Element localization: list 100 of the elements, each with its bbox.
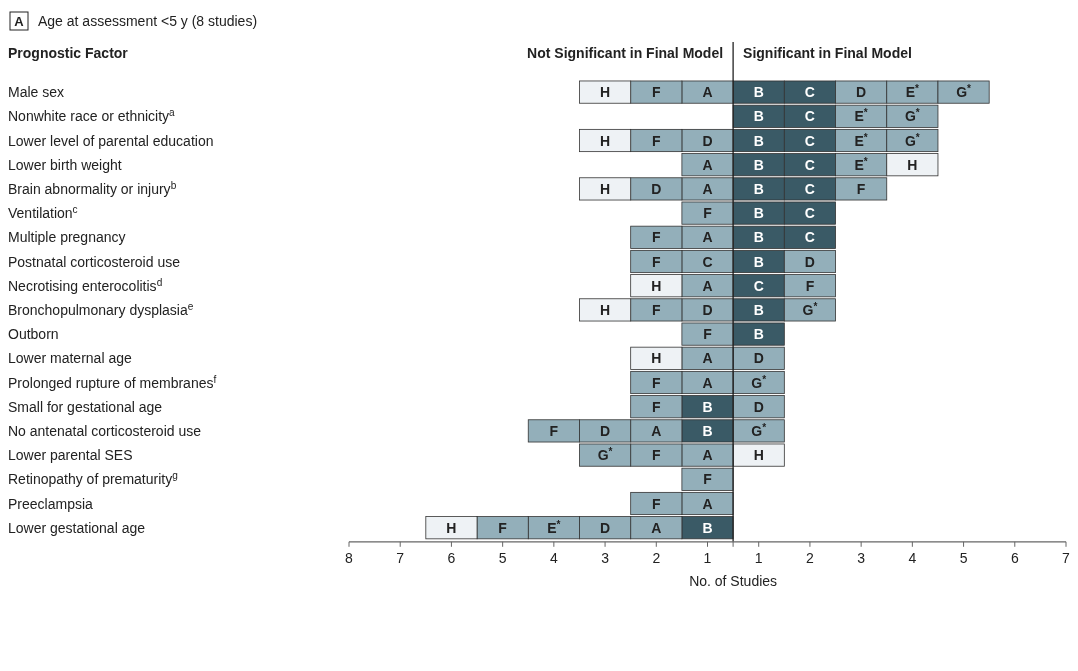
- data-label: B: [753, 108, 764, 125]
- data-label: F: [652, 132, 661, 149]
- y-tick-label: Retinopathy of prematurity$^{g}$: [8, 469, 178, 488]
- data-label: E$^{*}$: [854, 155, 868, 173]
- x-tick-label: 8: [345, 549, 354, 566]
- data-label: H: [600, 132, 611, 149]
- data-label: H: [907, 156, 918, 173]
- y-tick-label: Lower gestational age: [8, 519, 146, 536]
- data-label: A: [702, 374, 713, 391]
- x-tick-label: 7: [1062, 549, 1071, 566]
- y-tick-label: No antenatal corticosteroid use: [8, 422, 202, 439]
- y-tick-label: Necrotising enterocolitis$^{d}$: [8, 276, 163, 294]
- data-label: B: [753, 205, 764, 222]
- data-label: C: [804, 156, 815, 173]
- data-label: F: [652, 301, 661, 318]
- x-tick-label: 1: [754, 549, 763, 566]
- data-label: D: [702, 301, 713, 318]
- data-label: D: [651, 180, 662, 197]
- data-label: F: [652, 495, 661, 512]
- data-label: F: [652, 374, 661, 391]
- y-tick-label: Postnatal corticosteroid use: [8, 253, 181, 270]
- data-label: A: [702, 156, 713, 173]
- x-tick-label: 7: [396, 549, 405, 566]
- y-axis-title: Prognostic Factor: [8, 45, 129, 61]
- data-label: B: [753, 253, 764, 270]
- data-label: B: [702, 422, 713, 439]
- y-tick-label: Bronchopulmonary dysplasia$^{e}$: [8, 300, 194, 318]
- data-label: B: [753, 301, 764, 318]
- data-label: C: [804, 108, 815, 125]
- data-label: D: [753, 350, 764, 367]
- data-label: H: [600, 301, 611, 318]
- data-label: B: [753, 229, 764, 246]
- x-tick-label: 4: [908, 549, 917, 566]
- data-label: H: [651, 350, 662, 367]
- x-tick-label: 3: [601, 549, 610, 566]
- data-label: A: [702, 277, 713, 294]
- data-label: E$^{*}$: [547, 518, 561, 536]
- data-label: H: [446, 519, 457, 536]
- data-label: E$^{*}$: [905, 82, 920, 101]
- x-tick-label: 1: [703, 549, 712, 566]
- x-tick-label: 3: [857, 549, 866, 566]
- x-tick-label: 5: [959, 549, 968, 566]
- data-label: G$^{*}$: [751, 373, 767, 391]
- y-tick-label: Brain abnormality or injury$^{b}$: [8, 179, 177, 197]
- data-label: G$^{*}$: [904, 106, 920, 125]
- data-label: C: [804, 205, 815, 222]
- x-tick-label: 4: [549, 549, 558, 566]
- data-label: F: [652, 253, 661, 270]
- y-tick-label: Nonwhite race or ethnicity$^{a}$: [8, 106, 176, 125]
- x-axis-title: No. of Studies: [689, 572, 778, 589]
- x-tick-label: 6: [447, 549, 456, 566]
- data-label: B: [702, 519, 713, 536]
- data-label: A: [702, 447, 713, 464]
- data-label: F: [498, 519, 508, 536]
- data-label: G$^{*}$: [956, 82, 972, 101]
- data-label: F: [652, 447, 661, 464]
- y-tick-label: Male sex: [8, 84, 65, 101]
- data-label: F: [805, 277, 815, 294]
- data-label: B: [753, 156, 764, 173]
- y-tick-label: Prolonged rupture of membranes$^{f}$: [8, 373, 217, 391]
- data-label: C: [702, 253, 713, 270]
- data-label: H: [600, 84, 611, 101]
- data-label: E$^{*}$: [854, 106, 868, 125]
- y-tick-label: Preeclampsia: [8, 495, 94, 512]
- data-label: F: [703, 205, 713, 222]
- data-label: B: [702, 398, 713, 415]
- data-label: A: [702, 229, 713, 246]
- data-label: E$^{*}$: [854, 131, 868, 149]
- data-label: F: [652, 229, 661, 246]
- x-tick-label: 2: [652, 549, 661, 566]
- data-label: H: [651, 277, 662, 294]
- data-label: C: [804, 84, 815, 101]
- data-label: F: [549, 422, 559, 439]
- data-label: F: [652, 398, 661, 415]
- data-label: H: [600, 180, 611, 197]
- data-label: H: [753, 447, 764, 464]
- x-tick-label: 2: [806, 549, 815, 566]
- data-label: C: [804, 132, 815, 149]
- data-label: F: [652, 84, 661, 101]
- data-label: C: [753, 277, 764, 294]
- data-label: D: [856, 84, 867, 101]
- data-label: F: [703, 471, 713, 488]
- data-label: C: [804, 180, 815, 197]
- panel-label: A: [9, 11, 29, 31]
- y-tick-label: Lower maternal age: [8, 350, 132, 367]
- data-label: D: [753, 398, 764, 415]
- x-tick-label: 5: [498, 549, 507, 566]
- y-tick-label: Lower birth weight: [8, 156, 122, 173]
- y-tick-label: Outborn: [8, 326, 59, 343]
- x-tick-label: 6: [1010, 549, 1019, 566]
- data-label: A: [651, 519, 662, 536]
- data-label: G$^{*}$: [904, 131, 920, 149]
- y-tick-label: Lower level of parental education: [8, 132, 214, 149]
- text: Significant in Final Model: [743, 45, 912, 61]
- data-label: A: [651, 422, 662, 439]
- data-label: B: [753, 132, 764, 149]
- data-label: A: [702, 180, 713, 197]
- y-tick-label: Ventilation$^{c}$: [8, 203, 78, 222]
- data-label: B: [753, 180, 764, 197]
- data-label: C: [804, 229, 815, 246]
